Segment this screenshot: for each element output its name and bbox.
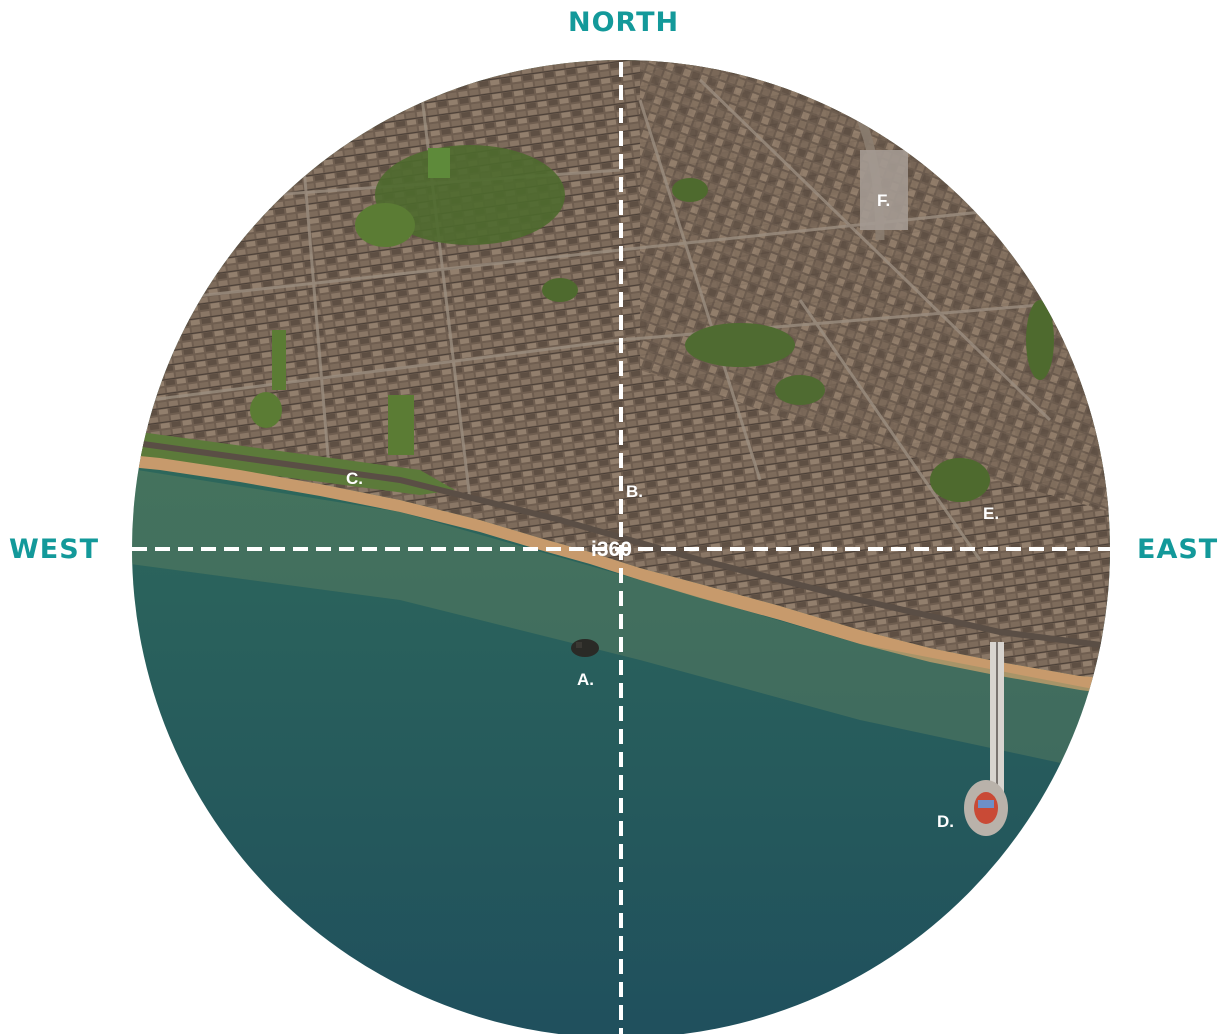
marker-e: E. (983, 504, 999, 523)
pier-ruins (571, 639, 599, 657)
marker-a: A. (577, 670, 594, 689)
marker-c: C. (346, 469, 363, 488)
station-roof (860, 150, 908, 230)
map-disc (132, 60, 1110, 1034)
marker-d: D. (937, 812, 954, 831)
east-label: EAST (1137, 534, 1219, 565)
dashed-crosshair (132, 62, 1110, 1034)
beach (132, 452, 1110, 698)
north-label: NORTH (568, 7, 680, 38)
marker-b: B. (626, 482, 643, 501)
west-label: WEST (9, 534, 100, 565)
palace-pier (964, 642, 1008, 836)
marker-f: F. (877, 191, 890, 210)
i360-label: i360 (591, 538, 632, 561)
